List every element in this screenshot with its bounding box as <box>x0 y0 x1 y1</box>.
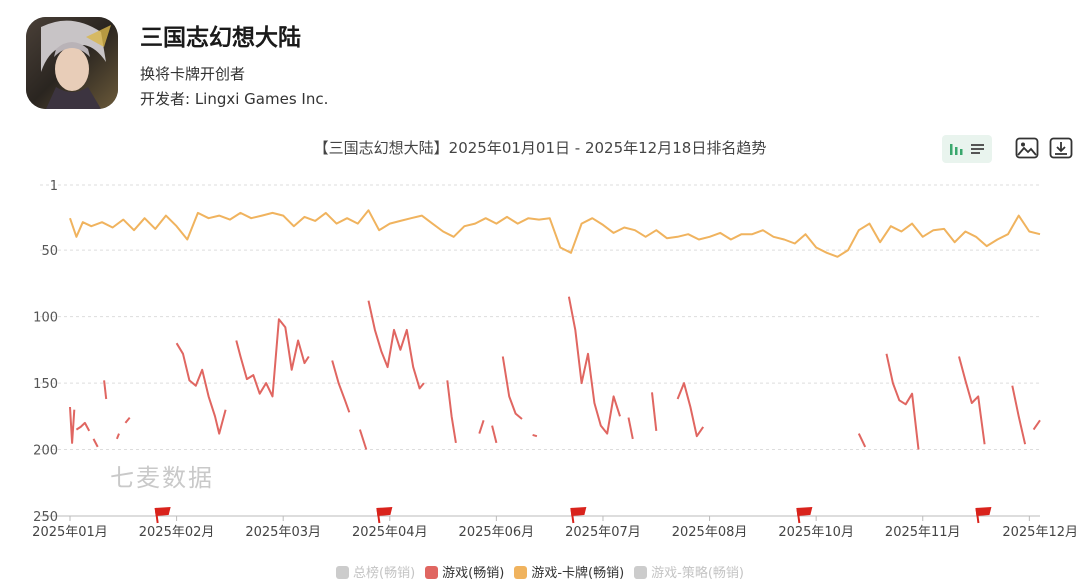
series-line <box>115 433 120 440</box>
event-flag <box>376 507 393 524</box>
x-tick-label: 2025年08月 <box>672 525 748 540</box>
x-tick-label: 2025年04月 <box>352 525 428 540</box>
x-tick-label: 2025年02月 <box>139 525 215 540</box>
image-export-icon[interactable] <box>1014 135 1040 161</box>
x-tick-label: 2025年10月 <box>778 525 854 540</box>
series-line <box>69 406 76 444</box>
x-tick-label: 2025年03月 <box>245 525 321 540</box>
legend-swatch <box>634 566 648 579</box>
series-line <box>75 421 91 432</box>
series-line <box>92 438 99 448</box>
series-line <box>1032 419 1041 431</box>
app-icon <box>26 17 118 109</box>
series-line <box>627 417 634 440</box>
event-flag <box>975 507 992 524</box>
legend-label: 游戏(畅销) <box>442 566 505 581</box>
x-tick-label: 2025年07月 <box>565 525 641 540</box>
y-tick-label: 150 <box>33 377 58 392</box>
watermark: 七麦数据 <box>110 464 214 492</box>
series-line <box>331 360 351 413</box>
series-line <box>885 353 920 450</box>
legend-item[interactable]: 游戏-策略(畅销) <box>634 562 744 581</box>
series-line <box>857 433 867 448</box>
y-tick-label: 1 <box>50 179 58 194</box>
x-tick-label: 2025年06月 <box>459 525 535 540</box>
event-flag <box>154 507 171 524</box>
app-title: 三国志幻想大陆 <box>140 25 301 51</box>
series-line <box>103 380 108 400</box>
legend-label: 游戏-策略(畅销) <box>651 566 744 581</box>
series-line <box>532 433 538 438</box>
chart-title: 【三国志幻想大陆】2025年01月01日 - 2025年12月18日排名趋势 <box>313 139 767 157</box>
series-line <box>676 382 705 438</box>
legend-label: 游戏-卡牌(畅销) <box>531 566 625 581</box>
series-line <box>446 380 457 444</box>
series-line <box>1011 385 1027 445</box>
y-tick-label: 50 <box>41 244 58 259</box>
x-tick-label: 2025年01月 <box>32 525 108 540</box>
chart-legend: 总榜(畅销) 游戏(畅销) 游戏-卡牌(畅销) 游戏-策略(畅销) <box>0 562 1080 581</box>
legend-item[interactable]: 游戏-卡牌(畅销) <box>514 562 624 581</box>
app-subtitle: 换将卡牌开创者 <box>140 65 246 83</box>
developer-label: 开发者: Lingxi Games Inc. <box>140 90 329 108</box>
y-tick-label: 100 <box>33 311 58 326</box>
series-line <box>651 392 658 432</box>
legend-label: 总榜(畅销) <box>353 566 416 581</box>
series-line <box>358 429 368 450</box>
download-icon[interactable] <box>1048 135 1074 161</box>
series-line <box>478 419 485 434</box>
series-line <box>958 356 986 445</box>
legend-swatch <box>425 566 439 579</box>
y-tick-label: 200 <box>33 444 58 459</box>
x-tick-label: 2025年12月 <box>1002 525 1078 540</box>
series-line <box>175 342 227 435</box>
event-flag <box>796 507 813 524</box>
legend-swatch <box>514 566 528 579</box>
series-line <box>491 425 498 444</box>
series-line <box>367 300 425 390</box>
list-icon[interactable] <box>965 136 991 162</box>
series-line <box>235 318 310 398</box>
series-line <box>501 356 523 420</box>
y-tick-label: 250 <box>33 510 58 525</box>
series-line <box>124 416 131 424</box>
x-tick-label: 2025年11月 <box>885 525 961 540</box>
event-flag <box>570 507 587 524</box>
series-line <box>567 296 621 435</box>
legend-swatch <box>336 566 349 579</box>
legend-item[interactable]: 总榜(畅销) <box>336 562 415 581</box>
bar-chart-icon[interactable] <box>944 136 970 162</box>
legend-item[interactable]: 游戏(畅销) <box>425 562 504 581</box>
series-line <box>69 209 1041 258</box>
